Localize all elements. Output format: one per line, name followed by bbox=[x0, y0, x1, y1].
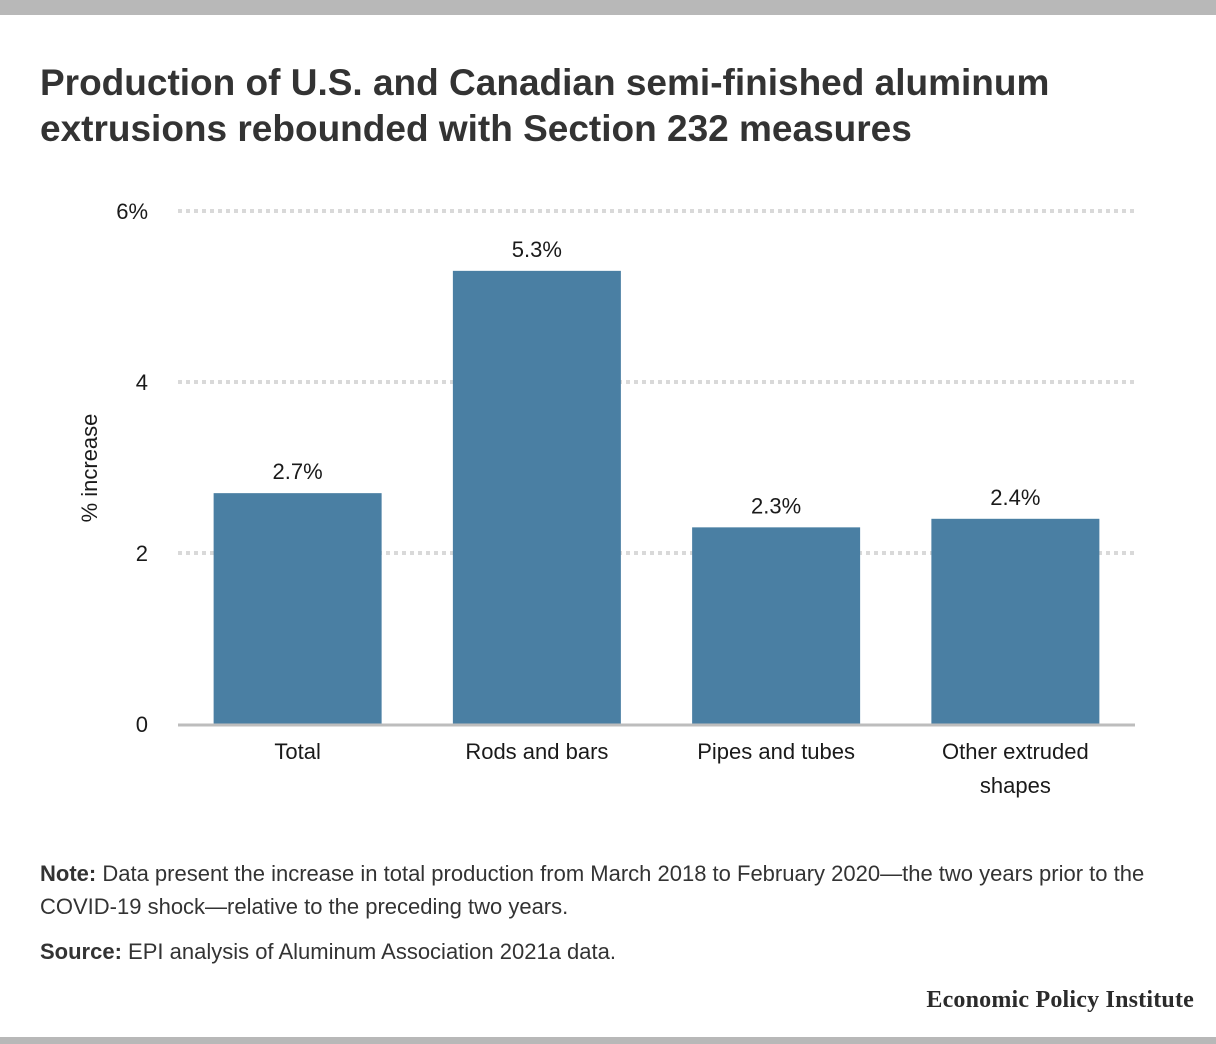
chart-note: Note: Data present the increase in total… bbox=[40, 857, 1190, 923]
bar bbox=[213, 493, 382, 724]
note-text: Data present the increase in total produ… bbox=[40, 861, 1145, 919]
bar-value-label: 2.3% bbox=[751, 493, 801, 518]
bar-value-label: 2.7% bbox=[273, 459, 323, 484]
y-tick-label: 4 bbox=[136, 370, 148, 395]
bar-value-label: 5.3% bbox=[512, 237, 562, 262]
top-border-bar bbox=[0, 0, 1216, 15]
chart-title: Production of U.S. and Canadian semi-fin… bbox=[40, 62, 1050, 149]
chart-source: Source: EPI analysis of Aluminum Associa… bbox=[40, 935, 1190, 968]
x-category-label: Rods and bars bbox=[465, 739, 608, 764]
bar-chart: 0 2 4 6% % increase 2.7% Total 5.3% Rods and bar… bbox=[77, 199, 1135, 798]
note-label: Note: bbox=[40, 861, 97, 886]
x-category-label: shapes bbox=[980, 773, 1051, 798]
x-category-label: Other extruded bbox=[942, 739, 1089, 764]
x-category-label: Pipes and tubes bbox=[697, 739, 855, 764]
source-text: EPI analysis of Aluminum Association 202… bbox=[121, 939, 616, 964]
y-tick-label: 6% bbox=[116, 199, 148, 224]
x-category-label: Total bbox=[274, 739, 320, 764]
bar bbox=[931, 518, 1100, 724]
y-tick-label: 0 bbox=[136, 712, 148, 737]
bar-value-label: 2.4% bbox=[990, 485, 1040, 510]
bottom-border-bar bbox=[0, 1037, 1216, 1044]
y-tick-label: 2 bbox=[136, 541, 148, 566]
y-axis-label: % increase bbox=[77, 414, 102, 523]
brand-logo-text: Economic Policy Institute bbox=[926, 987, 1194, 1013]
bar bbox=[452, 270, 621, 724]
source-label: Source: bbox=[40, 939, 122, 964]
bar bbox=[692, 527, 861, 724]
